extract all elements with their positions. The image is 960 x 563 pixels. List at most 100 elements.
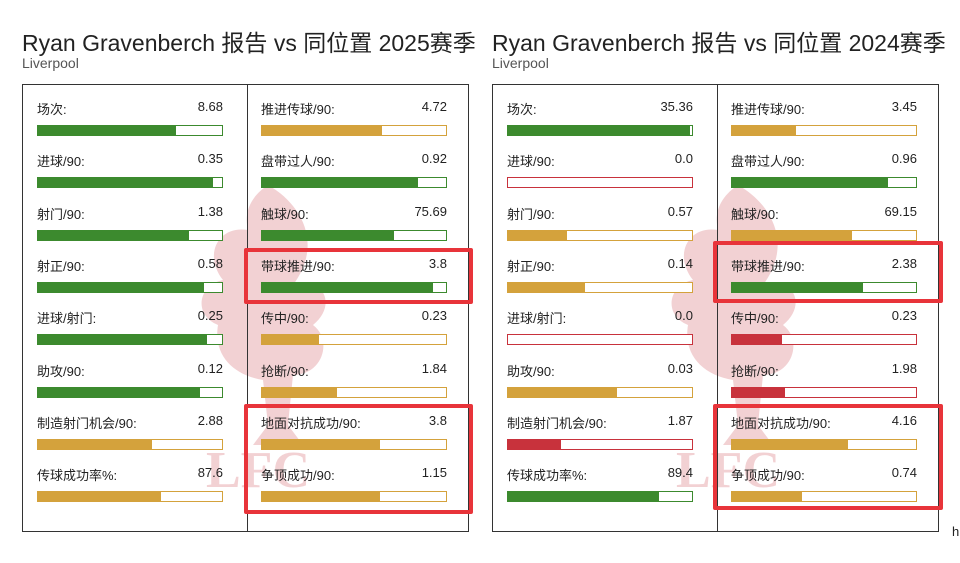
highlight-box	[244, 248, 473, 304]
stat-row: 传中/90: 0.23	[261, 300, 453, 346]
stat-value: 0.0	[674, 308, 693, 324]
column-divider	[247, 85, 248, 531]
stat-row: 进球/射门: 0.0	[507, 300, 699, 346]
stat-row: 推进传球/90: 4.72	[261, 91, 453, 137]
stat-value: 0.12	[197, 360, 223, 376]
stat-bar	[37, 229, 223, 241]
stat-label: 制造射门机会/90:	[507, 415, 607, 431]
stat-row: 制造射门机会/90: 2.88	[37, 405, 229, 451]
stat-bar-fill	[262, 335, 320, 345]
stat-value: 0.74	[891, 465, 917, 481]
stat-bar-fill	[508, 439, 562, 449]
stat-row: 传球成功率%: 87.6	[37, 457, 229, 503]
stat-value: 0.57	[667, 203, 693, 219]
stat-value: 0.0	[674, 151, 693, 167]
stat-bar	[507, 491, 693, 503]
stat-row: 射正/90: 0.58	[37, 248, 229, 294]
stat-bar-fill	[732, 492, 802, 502]
stat-bar	[261, 281, 447, 293]
stat-row: 场次: 35.36	[507, 91, 699, 137]
stat-value: 2.38	[891, 255, 917, 271]
stat-bar-fill	[262, 492, 380, 502]
stat-label: 场次:	[507, 102, 537, 117]
stat-row: 抢断/90: 1.98	[731, 353, 923, 399]
stat-value: 4.72	[421, 99, 447, 114]
stat-row: 进球/90: 0.35	[37, 143, 229, 189]
stat-label: 助攻/90:	[37, 363, 85, 379]
stat-bar	[731, 438, 917, 450]
stat-label: 进球/射门:	[37, 311, 97, 327]
stat-value: 87.6	[197, 465, 223, 481]
stat-bar	[507, 438, 693, 450]
stat-bar	[731, 491, 917, 503]
stat-label: 制造射门机会/90:	[37, 415, 137, 431]
stat-value: 75.69	[414, 203, 447, 219]
stat-bar-fill	[508, 230, 567, 240]
report-title: Ryan Gravenberch 报告 vs 同位置 2024赛季	[492, 30, 946, 56]
stat-row: 争顶成功/90: 1.15	[261, 457, 453, 503]
stat-value: 1.87	[667, 412, 693, 428]
stat-bar	[37, 334, 223, 346]
stat-row: 争顶成功/90: 0.74	[731, 457, 923, 503]
stat-bar	[731, 229, 917, 241]
stat-value: 1.98	[891, 360, 917, 376]
stat-bar-fill	[262, 282, 434, 292]
stat-label: 传中/90:	[261, 311, 309, 327]
stat-bar	[37, 438, 223, 450]
stat-label: 传中/90:	[731, 311, 779, 327]
stat-label: 带球推进/90:	[261, 258, 335, 274]
stat-bar-fill	[38, 387, 200, 397]
report-title: Ryan Gravenberch 报告 vs 同位置 2025赛季	[22, 30, 476, 56]
stat-value: 69.15	[884, 203, 917, 219]
stat-label: 触球/90:	[731, 206, 779, 222]
stat-label: 进球/90:	[37, 154, 85, 170]
stat-bar	[507, 229, 693, 241]
stat-value: 3.45	[891, 99, 917, 114]
stat-label: 盘带过人/90:	[731, 154, 805, 170]
stat-bar-fill	[262, 126, 382, 135]
stat-label: 争顶成功/90:	[731, 468, 805, 484]
stat-bar	[261, 125, 447, 136]
stat-bar-fill	[38, 439, 153, 449]
stat-label: 推进传球/90:	[261, 102, 335, 117]
stat-value: 8.68	[197, 99, 223, 114]
stat-bar-fill	[508, 387, 617, 397]
stat-row: 触球/90: 69.15	[731, 196, 923, 242]
stat-label: 推进传球/90:	[731, 102, 805, 117]
stat-value: 1.84	[421, 360, 447, 376]
stat-bar	[507, 177, 693, 189]
stat-bar	[37, 177, 223, 189]
club-name: Liverpool	[22, 55, 79, 71]
stat-value: 2.88	[197, 412, 223, 428]
stat-bar	[261, 177, 447, 189]
cropped-text-fragment: h	[952, 524, 960, 539]
stat-bar-fill	[732, 335, 782, 345]
highlight-box	[713, 404, 943, 510]
stat-bar	[261, 229, 447, 241]
stat-bar-fill	[732, 126, 797, 135]
stat-label: 地面对抗成功/90:	[261, 415, 361, 431]
column-divider	[717, 85, 718, 531]
stat-label: 抢断/90:	[731, 363, 779, 379]
stat-label: 进球/90:	[507, 154, 555, 170]
stat-bar	[507, 281, 693, 293]
stat-label: 射门/90:	[507, 206, 555, 222]
stat-bar	[731, 281, 917, 293]
stat-label: 传球成功率%:	[507, 468, 588, 484]
stat-value: 0.03	[667, 360, 693, 376]
stat-row: 射门/90: 1.38	[37, 196, 229, 242]
stat-bar-fill	[38, 230, 189, 240]
stat-label: 争顶成功/90:	[261, 468, 335, 484]
stat-row: 制造射门机会/90: 1.87	[507, 405, 699, 451]
stat-bar-fill	[732, 439, 848, 449]
stat-bar	[731, 386, 917, 398]
stat-value: 0.96	[891, 151, 917, 167]
stat-label: 射正/90:	[507, 258, 555, 274]
stat-bar	[37, 386, 223, 398]
stat-value: 0.14	[667, 255, 693, 271]
stat-row: 传球成功率%: 89.4	[507, 457, 699, 503]
stat-label: 进球/射门:	[507, 311, 567, 327]
stat-bar-fill	[38, 126, 176, 135]
stat-value: 1.38	[197, 203, 223, 219]
stat-row: 传中/90: 0.23	[731, 300, 923, 346]
